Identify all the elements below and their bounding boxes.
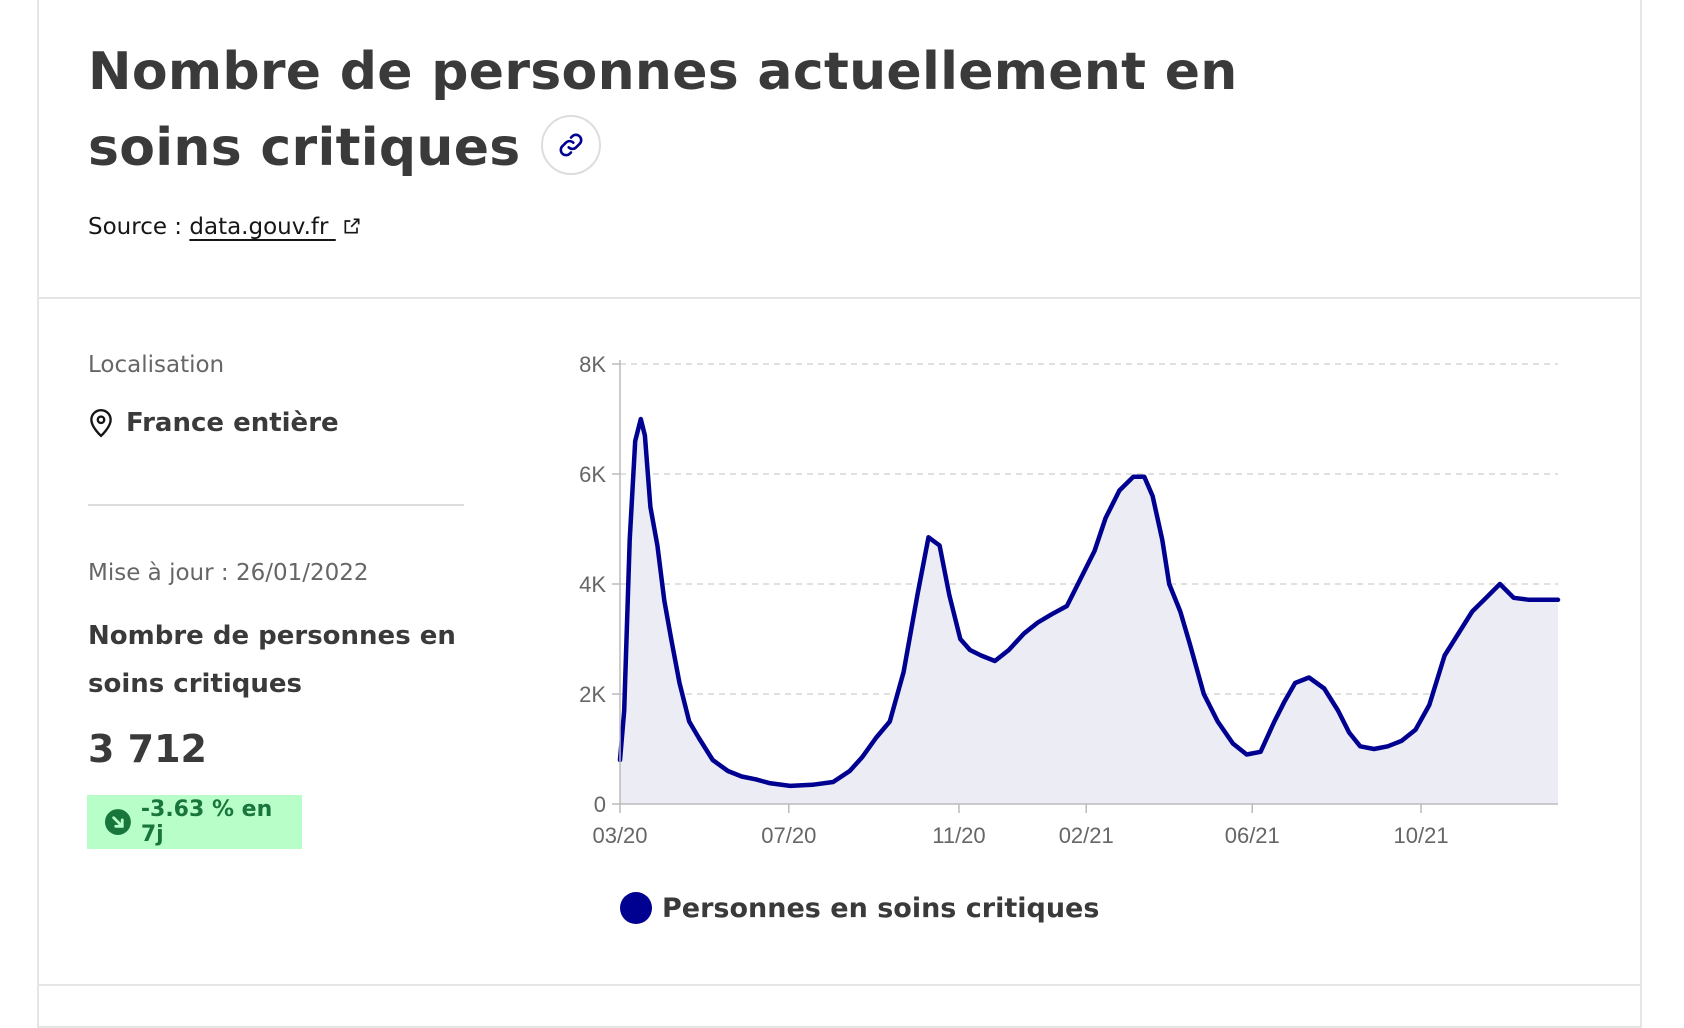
source-link-text: data.gouv.fr xyxy=(189,214,329,240)
trend-text: -3.63 % en 7j xyxy=(140,797,273,847)
location-selector[interactable]: France entière xyxy=(88,408,339,438)
indicator-label: Nombre de personnes en soins critiques xyxy=(88,621,456,699)
y-tick-label: 0 xyxy=(594,792,606,817)
link-icon xyxy=(559,133,582,157)
series-line xyxy=(617,416,1561,789)
x-tick-label: 11/20 xyxy=(932,823,985,848)
x-tick-label: 02/21 xyxy=(1059,823,1114,848)
page-title: Nombre de personnes actuellement en soin… xyxy=(88,34,1388,186)
chart-legend: Personnes en soins critiques xyxy=(620,892,1099,924)
sidebar-divider xyxy=(88,504,464,506)
y-tick-label: 8K xyxy=(579,352,606,377)
update-date: Mise à jour : 26/01/2022 xyxy=(88,560,369,586)
map-pin-icon xyxy=(90,408,112,438)
page-title-text: Nombre de personnes actuellement en soin… xyxy=(88,42,1238,178)
source-link[interactable]: data.gouv.fr xyxy=(189,214,361,240)
y-tick-label: 2K xyxy=(579,682,606,707)
location-value: France entière xyxy=(126,408,339,438)
x-tick-label: 07/20 xyxy=(761,823,816,848)
trend-badge: -3.63 % en 7j xyxy=(87,795,302,849)
series-area xyxy=(620,419,1558,804)
source-line: Source : data.gouv.fr xyxy=(88,214,362,240)
x-tick-label: 06/21 xyxy=(1225,823,1280,848)
bottom-divider xyxy=(37,984,1642,986)
legend-swatch xyxy=(620,892,652,924)
source-prefix: Source : xyxy=(88,214,190,240)
external-link-icon xyxy=(344,218,360,234)
location-label: Localisation xyxy=(88,352,225,378)
y-tick-label: 4K xyxy=(579,572,606,597)
copy-link-button[interactable] xyxy=(540,115,601,175)
x-tick-label: 10/21 xyxy=(1394,823,1449,848)
critical-care-chart: 0 2K 4K 6K 8K 03/20 07/20 11/20 02/21 06/21 10/21 xyxy=(579,352,1561,848)
header-divider xyxy=(37,297,1642,299)
arrow-down-right-icon xyxy=(105,809,131,835)
legend-label: Personnes en soins critiques xyxy=(662,892,1100,924)
y-tick-label: 6K xyxy=(579,462,606,487)
indicator-value: 3 712 xyxy=(88,727,207,771)
x-tick-label: 03/20 xyxy=(592,823,647,848)
